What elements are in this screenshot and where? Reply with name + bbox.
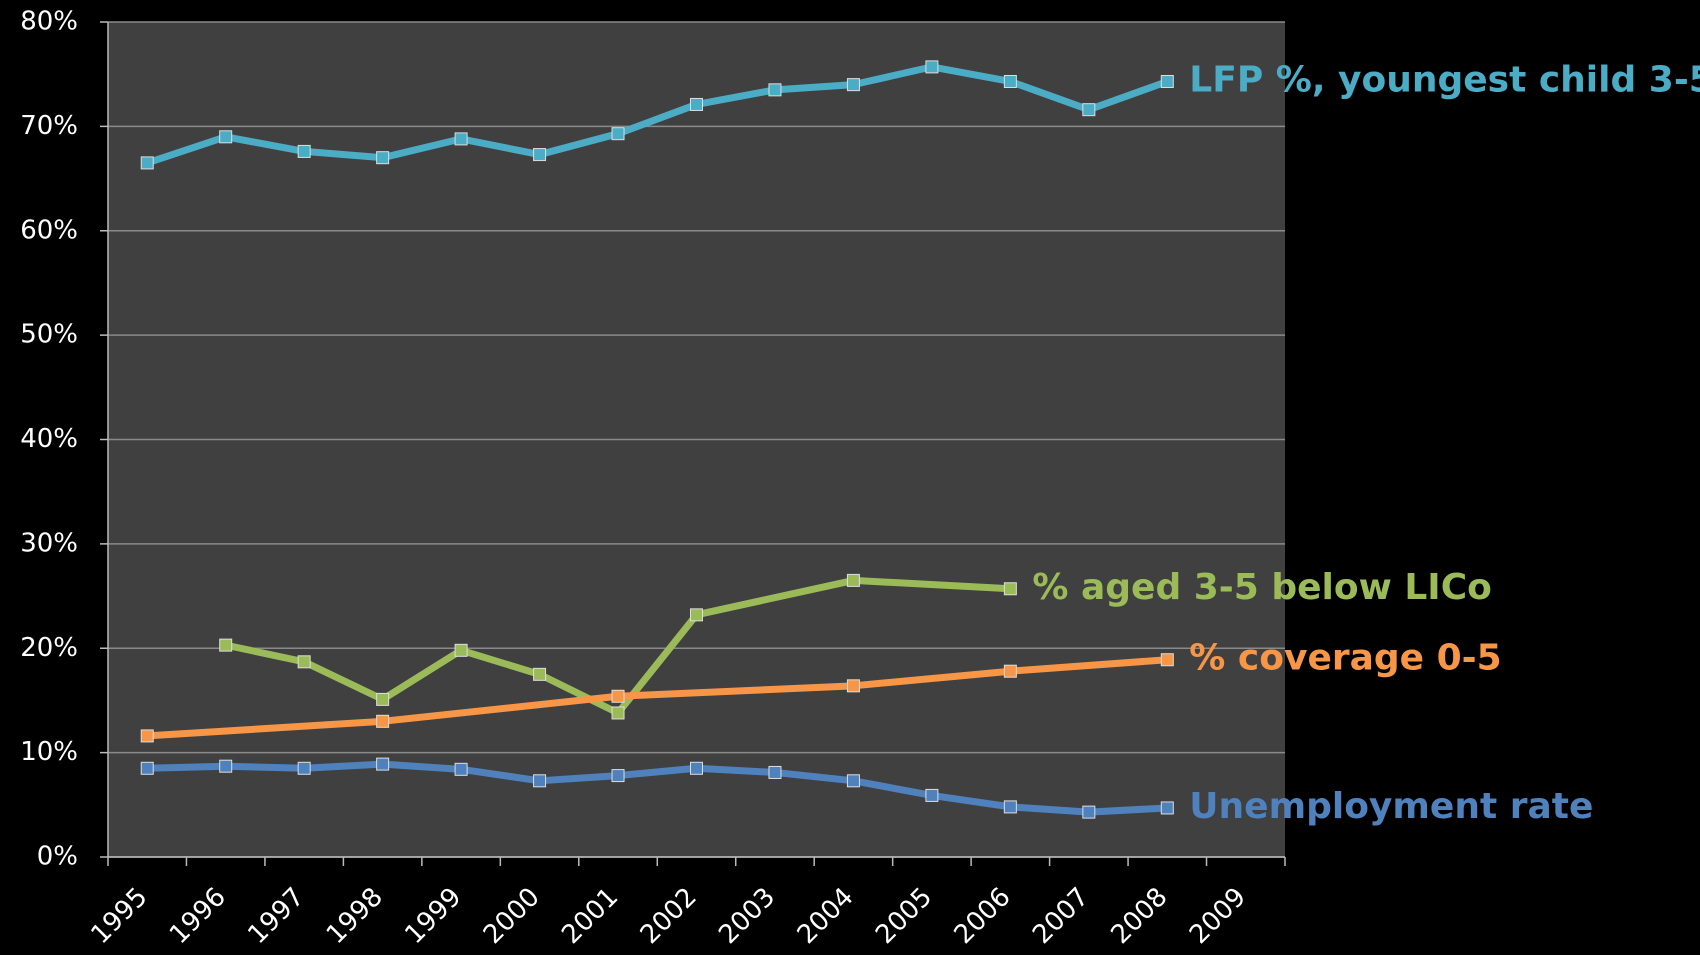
series-marker — [768, 83, 782, 97]
series-marker — [297, 144, 311, 158]
series-marker — [611, 689, 625, 703]
series-marker — [611, 127, 625, 141]
x-tick-label: 1998 — [321, 882, 389, 950]
series-marker — [533, 667, 547, 681]
series-marker — [376, 757, 390, 771]
series-marker — [140, 761, 154, 775]
x-tick-label: 1997 — [242, 882, 310, 950]
y-tick-label: 70% — [20, 111, 78, 141]
x-tick-label: 1996 — [164, 882, 232, 950]
x-tick-label: 2001 — [556, 882, 624, 950]
series-line — [146, 63, 1169, 167]
series-marker — [1082, 103, 1096, 117]
series-marker — [925, 60, 939, 74]
series-marker — [1003, 800, 1017, 814]
y-tick-label: 50% — [20, 320, 78, 350]
x-tick-label: 2000 — [478, 882, 546, 950]
series-marker — [846, 774, 860, 788]
x-tick-label: 2009 — [1184, 882, 1252, 950]
series: Unemployment rate — [140, 757, 1593, 827]
series-marker — [690, 608, 703, 622]
series-marker — [376, 692, 390, 706]
series-marker — [1160, 801, 1174, 815]
series-marker — [1003, 664, 1017, 678]
series-marker — [1003, 74, 1017, 88]
series-marker — [376, 151, 390, 165]
x-tick-label: 2006 — [949, 882, 1017, 950]
series-marker — [846, 78, 860, 92]
series-line — [147, 760, 1168, 816]
y-tick-label: 60% — [20, 215, 78, 245]
x-tick-label: 2005 — [870, 882, 938, 950]
series-marker — [1160, 74, 1174, 88]
series-marker — [454, 643, 468, 657]
series-marker — [611, 769, 625, 783]
y-tick-label: 0% — [37, 842, 78, 872]
series-marker — [1003, 582, 1017, 596]
series-marker — [925, 788, 939, 802]
series-marker — [140, 729, 154, 743]
y-tick-label: 30% — [20, 528, 78, 558]
x-tick-label: 1999 — [399, 882, 467, 950]
series-marker — [140, 156, 154, 170]
series: LFP %, youngest child 3-5 — [140, 59, 1700, 170]
series-marker — [533, 148, 547, 162]
series-label: LFP %, youngest child 3-5 — [1189, 59, 1700, 100]
x-tick-label: 2002 — [635, 882, 703, 950]
y-tick-label: 10% — [20, 737, 78, 767]
series-marker — [219, 130, 233, 144]
series-marker — [454, 132, 468, 146]
x-tick-label: 2003 — [713, 882, 781, 950]
y-tick-label: 40% — [20, 424, 78, 454]
series-marker — [768, 765, 782, 779]
series-label: Unemployment rate — [1189, 786, 1593, 827]
series-marker — [297, 761, 311, 775]
x-tick-label: 2007 — [1027, 882, 1095, 950]
series-marker — [846, 679, 860, 693]
series-marker — [690, 97, 703, 111]
series-marker — [297, 655, 311, 669]
series-marker — [219, 638, 233, 652]
series-marker — [690, 761, 703, 775]
x-tick-label: 2008 — [1106, 882, 1174, 950]
series-marker — [533, 774, 547, 788]
series-label: % aged 3-5 below LICo — [1032, 567, 1492, 608]
series-marker — [376, 714, 390, 728]
y-tick-label: 80% — [20, 7, 78, 37]
x-tick-label: 2004 — [792, 882, 860, 950]
y-tick-label: 20% — [20, 633, 78, 663]
series-label: % coverage 0-5 — [1189, 638, 1501, 679]
series-marker — [1160, 653, 1174, 667]
series-marker — [846, 573, 860, 587]
series-marker — [454, 762, 468, 776]
series-marker — [1082, 805, 1096, 819]
x-tick-label: 1995 — [85, 882, 153, 950]
series: % coverage 0-5 — [140, 638, 1502, 743]
series: % aged 3-5 below LICo — [219, 567, 1492, 720]
series-marker — [611, 706, 625, 720]
series-line — [147, 656, 1168, 740]
series-marker — [219, 759, 233, 773]
